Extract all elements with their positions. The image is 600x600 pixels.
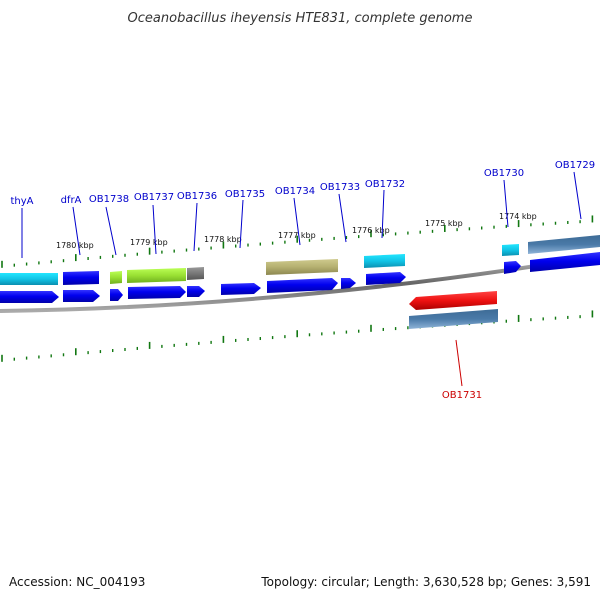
feature-OB1734-olive	[266, 259, 338, 275]
feature-OB1729-steel	[528, 235, 600, 254]
accession-text: Accession: NC_004193	[9, 575, 145, 589]
kbp-label-1776: 1776 kbp	[352, 226, 390, 235]
gene-label-OB1736[interactable]: OB1736	[177, 191, 217, 202]
label-leader-OB1731	[455, 339, 463, 387]
gene-label-OB1737[interactable]: OB1737	[134, 192, 174, 203]
feature-row-upper	[0, 235, 600, 285]
cds-OB1735-arrow	[221, 283, 261, 295]
gene-label-OB1730[interactable]: OB1730	[484, 168, 524, 179]
feature-dfrA-blue	[63, 271, 99, 285]
feature-OB1736-gray	[187, 267, 204, 280]
kbp-label-1774: 1774 kbp	[499, 212, 537, 221]
genome-backbone	[0, 254, 600, 313]
cds-thyA-arrow	[0, 291, 59, 303]
feature-OB1730-cyan	[502, 244, 519, 256]
genome-title: Oceanobacillus iheyensis HTE831, complet…	[128, 11, 473, 26]
gene-label-OB1732[interactable]: OB1732	[365, 179, 405, 190]
cds-OB1730-arrow	[504, 261, 521, 274]
cds-OB1737-arrow	[128, 286, 186, 299]
feature-OB1737-lime	[127, 268, 186, 283]
cds-OB1734-arrow	[267, 278, 338, 293]
feature-row-reverse	[409, 291, 498, 329]
kbp-label-1780: 1780 kbp	[56, 241, 94, 250]
label-leaders	[21, 171, 582, 258]
feature-thyA-cyan	[0, 273, 58, 285]
cds-dfrA-arrow	[63, 290, 100, 302]
feature-OB1738-lime	[110, 271, 122, 284]
gene-label-OB1735[interactable]: OB1735	[225, 189, 265, 200]
feature-row-forward	[0, 252, 600, 303]
gene-label-OB1738[interactable]: OB1738	[89, 194, 129, 205]
cds-OB1736-arrow	[187, 286, 205, 297]
gene-label-OB1733[interactable]: OB1733	[320, 182, 360, 193]
tick-marks	[1, 215, 594, 362]
kbp-label-1778: 1778 kbp	[204, 235, 242, 244]
cds-OB1738-arrow	[110, 289, 123, 301]
feature-OB1731-steel	[409, 309, 498, 329]
cds-OB1731-arrow	[409, 291, 497, 310]
gene-label-OB1734[interactable]: OB1734	[275, 186, 315, 197]
cds-OB1733-arrow	[341, 278, 356, 289]
kbp-label-1775: 1775 kbp	[425, 219, 463, 228]
genome-summary-text: Topology: circular; Length: 3,630,528 bp…	[260, 575, 591, 589]
kbp-label-1777: 1777 kbp	[278, 231, 316, 240]
gene-labels: thyA dfrA OB1738 OB1737 OB1736 OB1735 OB…	[10, 160, 595, 401]
feature-OB1732-cyan	[364, 254, 405, 268]
gene-label-OB1731[interactable]: OB1731	[442, 390, 482, 401]
kbp-scale: 1780 kbp 1779 kbp 1778 kbp 1777 kbp 1776…	[56, 212, 537, 250]
cds-OB1732-arrow	[366, 272, 406, 285]
gene-label-dfrA[interactable]: dfrA	[61, 195, 82, 206]
gene-label-OB1729[interactable]: OB1729	[555, 160, 595, 171]
cds-OB1729-arrow	[530, 252, 600, 272]
kbp-label-1779: 1779 kbp	[130, 238, 168, 247]
gene-label-thyA[interactable]: thyA	[10, 196, 33, 207]
